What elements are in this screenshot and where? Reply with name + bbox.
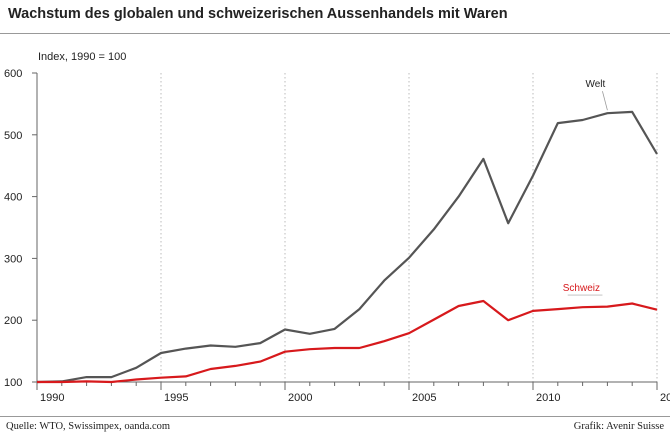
y-tick-label-100: 100: [4, 377, 22, 389]
x-tick-label-2000: 2000: [288, 392, 312, 404]
series-line-schweiz: [37, 299, 658, 384]
chart-title: Wachstum des globalen und schweizerische…: [8, 6, 508, 22]
x-tick-label-2015: 2015: [660, 392, 670, 404]
graphic-credit: Grafik: Avenir Suisse: [573, 421, 664, 432]
series-label-welt: Welt: [585, 79, 605, 90]
series-label-schweiz: Schweiz: [563, 283, 600, 294]
x-tick-label-1995: 1995: [164, 392, 188, 404]
y-tick-label-500: 500: [4, 130, 22, 142]
y-axis-label: Index, 1990 = 100: [38, 51, 127, 63]
x-tick-label-1990: 1990: [40, 392, 64, 404]
source-note: Quelle: WTO, Swissimpex, oanda.com: [6, 421, 171, 432]
x-tick-label-2005: 2005: [412, 392, 436, 404]
leader-line-welt: [602, 91, 608, 111]
footer-divider: [0, 416, 670, 417]
y-tick-label-200: 200: [4, 315, 22, 327]
title-divider: [0, 33, 670, 34]
y-tick-label-600: 600: [4, 68, 22, 80]
y-tick-label-400: 400: [4, 192, 22, 204]
series-line-welt: [36, 110, 658, 384]
y-tick-label-300: 300: [4, 253, 22, 265]
x-tick-label-2010: 2010: [536, 392, 560, 404]
